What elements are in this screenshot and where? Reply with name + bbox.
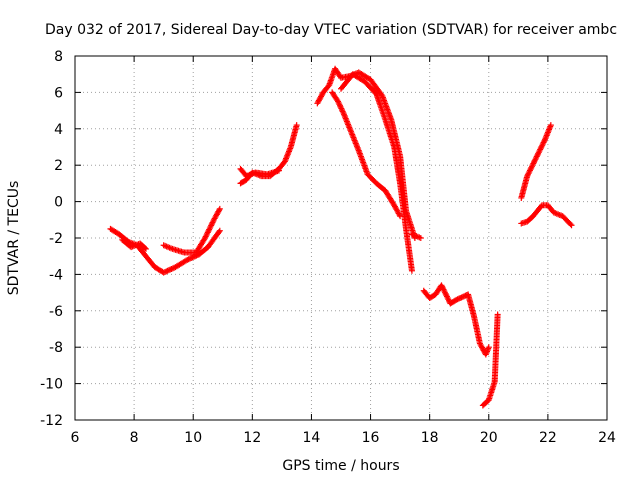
data-point <box>457 295 464 302</box>
data-point <box>168 265 175 272</box>
data-point <box>485 344 492 351</box>
y-tick-label: -2 <box>49 231 63 247</box>
chart-title: Day 032 of 2017, Sidereal Day-to-day VTE… <box>45 22 617 38</box>
x-tick-label: 10 <box>184 430 202 446</box>
data-point <box>494 311 501 318</box>
data-point <box>568 222 575 229</box>
data-point <box>185 256 192 263</box>
data-point <box>160 269 167 276</box>
y-tick-label: 4 <box>54 122 63 138</box>
data-point <box>165 267 172 274</box>
series-arc-e <box>237 165 282 180</box>
series-arc-j <box>479 311 501 409</box>
series-arc-g <box>329 89 404 220</box>
data-point <box>454 296 461 303</box>
data-point <box>184 256 191 263</box>
data-point <box>275 167 282 174</box>
y-tick-label: 2 <box>54 158 63 174</box>
y-tick-label: 6 <box>54 85 63 101</box>
y-tick-label: -4 <box>49 267 63 283</box>
data-point <box>161 268 168 275</box>
x-tick-label: 18 <box>421 430 439 446</box>
data-point <box>163 268 170 275</box>
x-tick-label: 8 <box>130 430 139 446</box>
series-arc-k <box>408 231 424 241</box>
x-axis-label: GPS time / hours <box>282 458 399 474</box>
data-point <box>459 293 466 300</box>
data-point <box>567 221 574 228</box>
series-arc-i <box>420 282 492 358</box>
x-tick-label: 6 <box>71 430 80 446</box>
series-arc-l <box>518 202 575 229</box>
data-point <box>142 245 149 252</box>
y-tick-label: -6 <box>49 304 63 320</box>
y-axis-label: SDTVAR / TECUs <box>6 181 22 296</box>
x-tick-label: 16 <box>362 430 380 446</box>
data-point <box>188 255 195 262</box>
data-point <box>215 228 222 235</box>
y-tick-label: -12 <box>40 413 63 429</box>
x-tick-label: 12 <box>243 430 261 446</box>
x-tick-label: 20 <box>480 430 498 446</box>
x-tick-label: 14 <box>303 430 321 446</box>
y-tick-label: 8 <box>54 49 63 65</box>
data-point <box>164 267 171 274</box>
data-point <box>408 267 415 274</box>
x-tick-label: 24 <box>598 430 616 446</box>
data-point <box>293 122 300 129</box>
data-point <box>190 253 197 260</box>
data-point <box>216 227 223 234</box>
data-point <box>455 295 462 302</box>
series-arc-b <box>119 236 149 252</box>
series-arc-c <box>160 205 223 256</box>
series-arc-h <box>338 71 415 274</box>
data-point <box>189 254 196 261</box>
y-tick-label: -10 <box>40 377 63 393</box>
data-point <box>458 294 465 301</box>
data-point <box>216 205 223 212</box>
data-point <box>547 122 554 129</box>
data-point <box>141 245 148 252</box>
data-point <box>186 255 193 262</box>
data-point <box>169 265 176 272</box>
data-point <box>453 296 460 303</box>
x-tick-label: 22 <box>539 430 557 446</box>
data-point <box>216 207 223 214</box>
data-point <box>167 266 174 273</box>
y-tick-label: 0 <box>54 195 63 211</box>
series-arc-m <box>518 122 554 201</box>
data-point <box>417 235 424 241</box>
y-tick-label: -8 <box>49 340 63 356</box>
data-markers <box>107 65 575 409</box>
